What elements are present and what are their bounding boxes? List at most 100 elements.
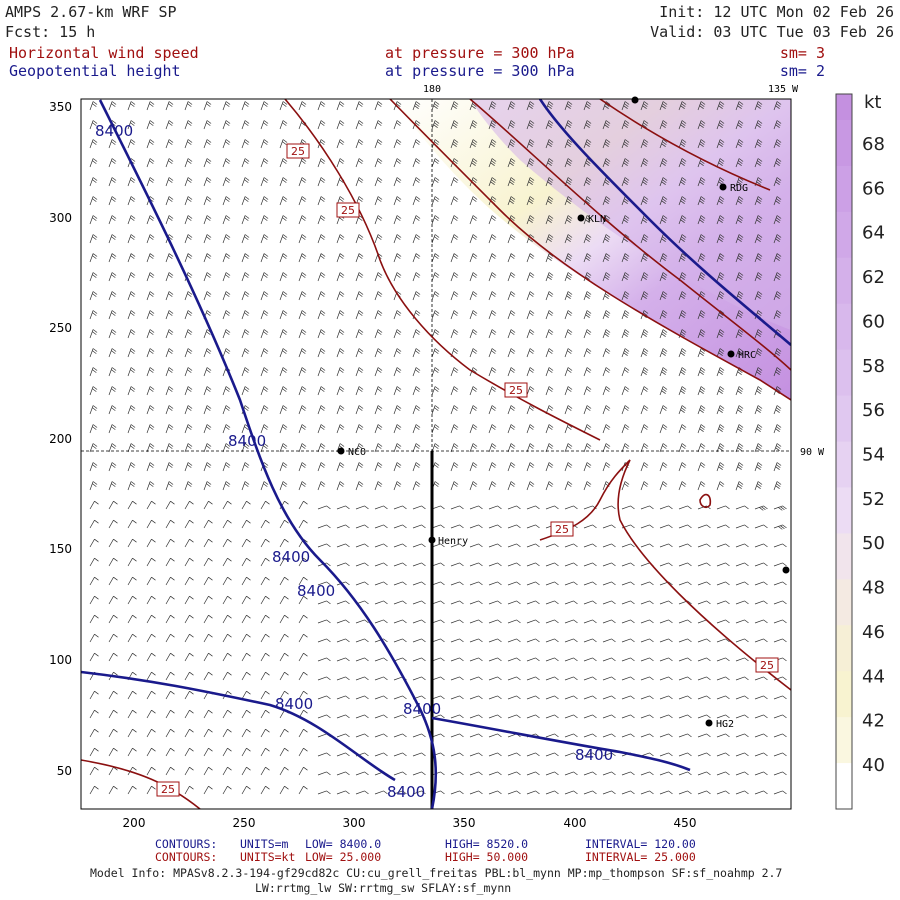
wind-barb xyxy=(146,614,156,624)
wind-barb xyxy=(184,500,194,510)
colorbar-cell xyxy=(836,487,852,534)
wind-barb xyxy=(735,139,744,149)
wind-barb xyxy=(773,120,782,130)
wind-barb xyxy=(583,120,592,130)
wind-barb xyxy=(165,500,175,510)
wind-barb xyxy=(697,543,711,548)
wind-barb xyxy=(336,424,345,434)
wind-barb xyxy=(640,771,654,776)
wind-barb xyxy=(146,272,155,282)
wind-barb xyxy=(184,538,194,548)
wind-barb xyxy=(602,676,616,681)
wind-barb xyxy=(659,543,673,548)
wind-barb xyxy=(621,177,630,187)
wind-barb xyxy=(241,291,250,301)
wind-barb xyxy=(412,657,426,662)
wind-barb xyxy=(640,329,649,339)
wind-barb xyxy=(89,424,98,434)
wind-barb xyxy=(545,695,559,700)
wind-barb xyxy=(773,581,787,586)
wind-barb xyxy=(336,386,345,396)
wind-barb xyxy=(393,253,402,263)
wind-barb xyxy=(735,234,744,244)
wind-barb xyxy=(545,657,559,662)
wind-barb xyxy=(621,714,635,719)
wind-barb xyxy=(526,424,535,434)
wind-barb xyxy=(678,158,687,168)
wind-barb xyxy=(336,253,345,263)
wind-barb xyxy=(602,386,611,396)
wind-barb xyxy=(678,196,687,206)
wind-barb xyxy=(507,405,516,415)
colorbar-tick-label: 42 xyxy=(862,711,885,732)
wind-barb xyxy=(450,291,459,301)
wind-barb xyxy=(317,329,326,339)
wind-barb xyxy=(754,348,763,358)
wind-barb xyxy=(640,714,654,719)
wind-barb xyxy=(773,177,782,187)
wind-barb xyxy=(507,367,516,377)
wind-barb xyxy=(279,272,288,282)
wind-barb xyxy=(108,215,117,225)
wind-barb xyxy=(735,695,749,700)
wind-barb xyxy=(393,424,402,434)
wind-barb xyxy=(279,595,289,605)
height-label: 8400 xyxy=(403,700,441,718)
wind-barb xyxy=(355,405,364,415)
wind-barb xyxy=(621,386,630,396)
wind-barb xyxy=(165,348,174,358)
wind-barb xyxy=(659,215,668,225)
wind-barb xyxy=(89,443,98,453)
wind-barb xyxy=(735,443,744,453)
wind-barb xyxy=(260,690,270,700)
wind-barb xyxy=(754,367,763,377)
y-tick-label: 300 xyxy=(49,211,72,225)
y-tick-label: 250 xyxy=(49,321,72,335)
wind-barb xyxy=(640,657,654,662)
wind-barb xyxy=(773,790,787,795)
wind-barb xyxy=(469,638,483,643)
wind-barb xyxy=(127,519,137,529)
wind-barb xyxy=(146,785,156,795)
wind-barb xyxy=(336,562,350,567)
wind-barb xyxy=(127,538,137,548)
wind-barb xyxy=(659,771,673,776)
wind-barb xyxy=(716,657,730,662)
wind-barb xyxy=(507,657,521,662)
wind-barb xyxy=(108,747,118,757)
wind-barb xyxy=(754,139,763,149)
wind-barb xyxy=(773,676,787,681)
wind-barb xyxy=(488,657,502,662)
wind-barb xyxy=(241,785,251,795)
wind-barb xyxy=(678,714,692,719)
wind-barb xyxy=(773,505,787,511)
wind-barb xyxy=(108,139,117,149)
wind-barb xyxy=(469,329,478,339)
wind-barb xyxy=(165,158,174,168)
wind-barb xyxy=(450,196,459,206)
wind-barb xyxy=(488,215,497,225)
wind-barb xyxy=(89,690,99,700)
wind-barb xyxy=(773,158,782,168)
wind-barb xyxy=(488,443,497,453)
wind-barb xyxy=(222,500,232,510)
wind-barb xyxy=(488,139,497,149)
wind-barb xyxy=(127,443,136,453)
station-label: Henry xyxy=(438,536,468,547)
wind-barb xyxy=(602,158,611,168)
wind-barb xyxy=(317,234,326,244)
wind-barb xyxy=(374,790,388,795)
wind-barb xyxy=(298,272,307,282)
wind-contours-high: HIGH= 50.000 xyxy=(445,850,528,864)
wind-barb xyxy=(773,714,787,719)
wind-barb xyxy=(412,253,421,263)
wind-barb xyxy=(621,543,635,548)
wind-barb xyxy=(697,733,711,738)
wind-barb xyxy=(317,695,331,700)
wind-barb xyxy=(773,481,782,491)
wind-barb xyxy=(621,139,630,149)
wind-barb xyxy=(298,462,307,472)
wind-barb xyxy=(431,348,440,358)
wind-barb xyxy=(583,291,592,301)
